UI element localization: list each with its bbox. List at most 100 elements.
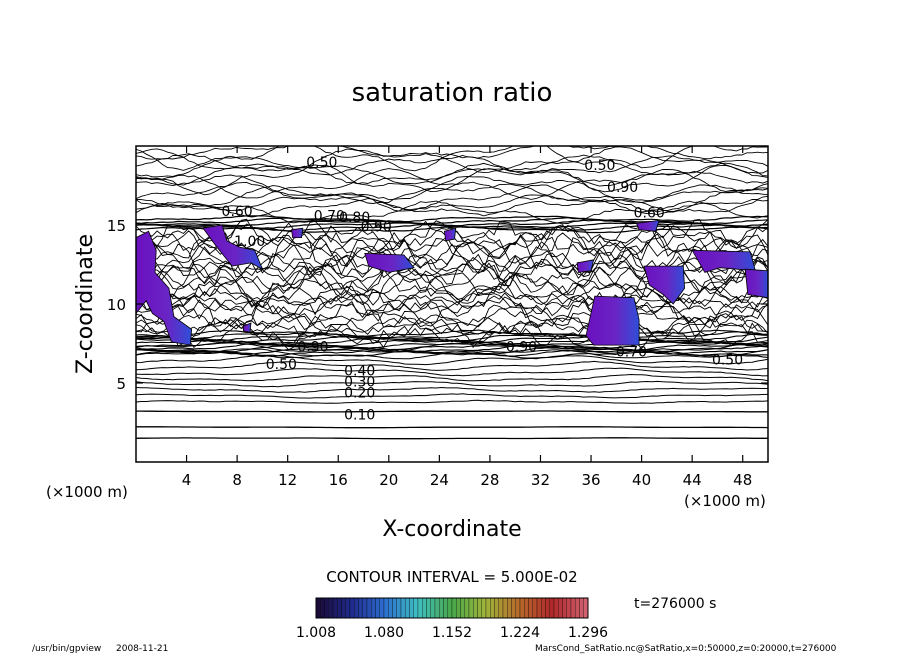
x-tick-label: 32 (531, 471, 550, 489)
contour-label: 0.60 (222, 204, 253, 220)
contour-line (136, 174, 768, 203)
contour-line (136, 292, 768, 330)
contour-line (136, 386, 768, 393)
shaded-region (136, 230, 193, 346)
colorbar-band (375, 597, 380, 619)
colorbar-band (371, 597, 376, 619)
colorbar-band (430, 597, 436, 619)
supersaturated-regions (136, 219, 768, 346)
colorbar-band (332, 597, 338, 619)
contour-line (136, 354, 768, 366)
contour-line (136, 181, 768, 204)
contour-label: 0.10 (344, 408, 375, 424)
colorbar-band (498, 597, 504, 619)
colorbar-band (349, 597, 355, 619)
contour-label: 0.80 (339, 210, 370, 226)
colorbar-band (405, 597, 410, 619)
colorbar-band (515, 597, 521, 619)
colorbar-band (413, 597, 419, 619)
colorbar-band (545, 597, 550, 619)
colorbar-bands (315, 597, 589, 619)
colorbar-frame (315, 597, 589, 619)
contour-line (136, 184, 768, 212)
shaded-region (576, 259, 595, 273)
shaded-region (744, 268, 768, 299)
contour-line (136, 168, 768, 200)
colorbar-band (549, 597, 555, 619)
colorbar: 1.008 1.080 1.152 1.224 1.296 (296, 597, 608, 641)
colorbar-tick-label: 1.224 (500, 625, 540, 641)
contour-line (136, 287, 768, 311)
shaded-region (585, 295, 640, 346)
colorbar-band (324, 597, 329, 619)
colorbar-band (541, 597, 546, 619)
contour-line (136, 360, 768, 371)
y-tick-label: 10 (107, 296, 126, 314)
contour-line (136, 146, 768, 174)
x-tick-label: 36 (581, 471, 600, 489)
colorbar-band (528, 597, 533, 619)
colorbar-band (562, 597, 567, 619)
colorbar-band (354, 597, 359, 619)
contour-line (136, 316, 768, 338)
colorbar-band (536, 597, 542, 619)
colorbar-band (337, 597, 342, 619)
contour-label: 0.70 (616, 344, 647, 360)
x-axis-unit: (×1000 m) (684, 492, 766, 510)
colorbar-band (494, 597, 499, 619)
footer-source: MarsCond_SatRatio.nc@SatRatio,x=0:50000,… (535, 644, 837, 654)
colorbar-tick-label: 1.152 (432, 625, 472, 641)
contour-line (136, 282, 768, 308)
colorbar-band (439, 597, 444, 619)
contour-line (136, 344, 768, 354)
y-axis-label: Z-coordinate (73, 234, 98, 374)
contour-label: 0.40 (344, 363, 375, 379)
colorbar-band (315, 597, 321, 619)
colorbar-band (396, 597, 402, 619)
colorbar-band (345, 597, 351, 619)
contour-labels: 0.100.200.300.400.500.90 0.90 0.70 0.500.60… (222, 155, 744, 424)
colorbar-band (456, 597, 461, 619)
colorbar-band (320, 597, 325, 619)
contour-line (136, 331, 768, 340)
colorbar-tick-labels: 1.008 1.080 1.152 1.224 1.296 (296, 625, 608, 641)
chart-title: saturation ratio (352, 78, 553, 108)
colorbar-band (579, 597, 584, 619)
colorbar-band (507, 597, 512, 619)
contour-label: 0.70 (314, 209, 345, 225)
contour-label: 0.50 (306, 155, 337, 171)
colorbar-band (443, 597, 448, 619)
contour-line (136, 200, 768, 225)
y-axis-unit: (×1000 m) (46, 483, 128, 501)
colorbar-tick-label: 1.296 (568, 625, 608, 641)
contour-interval-label: CONTOUR INTERVAL = 5.000E-02 (326, 568, 577, 586)
colorbar-band (379, 597, 385, 619)
colorbar-band (409, 597, 414, 619)
contour-line (136, 380, 768, 388)
colorbar-band (558, 597, 563, 619)
contour-line (136, 347, 768, 355)
contour-line (136, 335, 768, 344)
colorbar-band (383, 597, 389, 619)
colorbar-band (575, 597, 580, 619)
contour-line (136, 153, 768, 176)
colorbar-band (426, 597, 431, 619)
contour-label: 1.00 (234, 234, 265, 250)
contour-line (136, 437, 768, 440)
colorbar-band (434, 597, 440, 619)
colorbar-band (447, 597, 453, 619)
contour-line (136, 215, 768, 223)
x-tick-label: 28 (480, 471, 499, 489)
x-tick-label: 20 (379, 471, 398, 489)
y-tick-label: 5 (116, 375, 126, 393)
contour-line (136, 342, 768, 352)
contour-label: 0.50 (266, 357, 297, 373)
footer-date: 2008-11-21 (116, 644, 168, 654)
colorbar-band (460, 597, 465, 619)
contour-line (136, 164, 768, 196)
x-tick-label: 44 (683, 471, 702, 489)
contour-line (136, 410, 768, 413)
x-tick-label: 16 (329, 471, 348, 489)
colorbar-band (422, 597, 427, 619)
